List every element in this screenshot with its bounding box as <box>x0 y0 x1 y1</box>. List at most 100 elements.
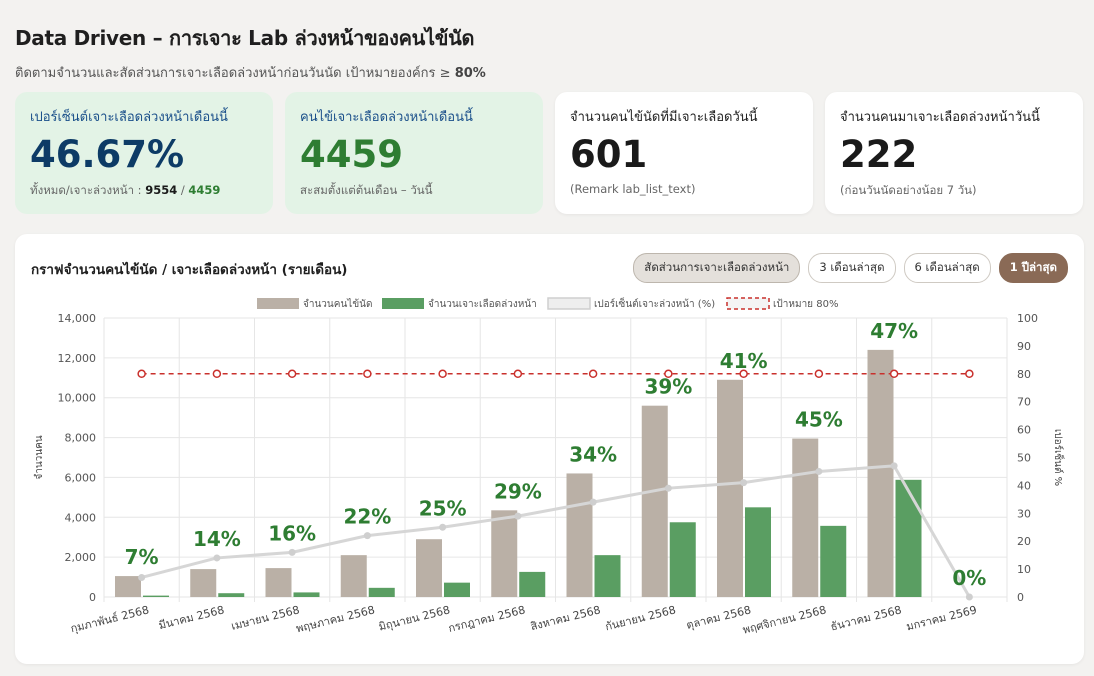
percent-point <box>138 573 146 581</box>
percent-point <box>740 479 748 487</box>
x-tick-label: มกราคม 2569 <box>905 603 978 633</box>
percent-point <box>589 498 597 506</box>
card-label: จำนวนคนไข้นัดที่มีเจาะเลือดวันนี้ <box>570 110 758 125</box>
bar-appointments <box>717 379 743 597</box>
target-point <box>664 369 673 379</box>
y-tick-label: 10,000 <box>58 392 97 405</box>
target-point <box>588 369 598 379</box>
x-tick-label: พฤษภาคม 2568 <box>295 603 376 635</box>
page-header: Data Driven – การเจาะ Lab ล่วงหน้าของคนไ… <box>15 22 486 83</box>
y2-tick-label: 0 <box>1017 591 1024 604</box>
percent-point <box>890 462 898 470</box>
page-title: Data Driven – การเจาะ Lab ล่วงหน้าของคนไ… <box>15 26 475 50</box>
percent-point <box>213 554 221 562</box>
y2-axis-title: เปอร์เซ็นต์ % <box>1052 429 1066 486</box>
bar-pre-draw <box>745 507 771 597</box>
target-point <box>137 369 146 379</box>
bar-appointments <box>115 576 141 597</box>
percent-point <box>815 467 823 475</box>
bar-pre-draw <box>519 571 546 597</box>
x-tick-label: มีนาคม 2568 <box>157 603 225 632</box>
card-value: 601 <box>570 133 648 176</box>
legend-label: จำนวนคนไข้นัด <box>303 298 372 310</box>
percent-data-label: 34% <box>569 442 617 466</box>
card-pre-today: จำนวนคนมาเจาะเลือดล่วงหน้าวันนี้ 222 (ก่… <box>825 92 1083 214</box>
bar-pre-draw <box>895 479 922 597</box>
bar-appointments <box>416 539 442 597</box>
bar-pre-draw <box>218 593 245 597</box>
card-label: คนไข้เจาะเลือดล่วงหน้าเดือนนี้ <box>300 110 473 125</box>
percent-point <box>288 548 296 556</box>
target-point <box>889 369 899 379</box>
bar-appointments <box>190 569 217 597</box>
y2-tick-label: 90 <box>1017 340 1031 353</box>
x-tick-label: เมษายน 2568 <box>230 603 301 633</box>
card-value: 4459 <box>300 133 403 176</box>
percent-data-label: 7% <box>125 545 159 569</box>
legend-label: จำนวนเจาะเลือดล่วงหน้า <box>428 298 537 310</box>
card-pre-percent: เปอร์เซ็นต์เจาะเลือดล่วงหน้าเดือนนี้ 46.… <box>15 92 273 214</box>
y-tick-label: 0 <box>89 591 96 604</box>
percent-data-label: 25% <box>419 496 467 520</box>
target-point <box>363 369 372 379</box>
card-appt-today: จำนวนคนไข้นัดที่มีเจาะเลือดวันนี้ 601 (R… <box>555 92 813 214</box>
y2-tick-label: 20 <box>1017 535 1031 548</box>
x-tick-label: กุมภาพันธ์ 2568 <box>69 603 150 635</box>
chart-panel: กราฟจำนวนคนไข้นัด / เจาะเลือดล่วงหน้า (ร… <box>15 234 1084 664</box>
y2-tick-label: 10 <box>1017 563 1031 576</box>
legend-swatch <box>547 297 591 310</box>
card-sub: (Remark lab_list_text) <box>570 181 696 196</box>
y2-tick-label: 100 <box>1017 312 1038 325</box>
percent-data-label: 41% <box>720 349 768 373</box>
percent-point <box>965 593 973 601</box>
combo-chart: 0 2,000 4,000 6,000 8,000 10,000 12,000 14,000 0… <box>34 296 1066 637</box>
bar-pre-draw <box>444 582 470 597</box>
y-axis-title: จำนวนคน <box>34 435 45 479</box>
range-1y-button[interactable]: 1 ปีล่าสุด <box>998 253 1068 283</box>
percent-point <box>439 523 447 531</box>
bar-pre-draw <box>143 595 169 597</box>
y2-tick-label: 80 <box>1017 368 1031 381</box>
x-tick-label: ธันวาคม 2568 <box>829 603 903 633</box>
bar-pre-draw <box>820 525 847 597</box>
target-point <box>212 369 222 379</box>
bar-appointments <box>566 473 593 597</box>
range-6m-button[interactable]: 6 เดือนล่าสุด <box>903 253 991 283</box>
y-tick-label: 4,000 <box>65 511 97 524</box>
bar-pre-draw <box>368 587 395 597</box>
bar-appointments <box>340 555 367 597</box>
card-sub: ทั้งหมด/เจาะล่วงหน้า : 9554 / 4459 <box>30 182 221 197</box>
percent-data-label: 16% <box>268 521 316 545</box>
ratio-button[interactable]: สัดส่วนการเจาะเลือดล่วงหน้า <box>633 253 801 283</box>
legend-swatch <box>257 298 299 309</box>
y-tick-label: 8,000 <box>65 432 97 445</box>
card-label: จำนวนคนมาเจาะเลือดล่วงหน้าวันนี้ <box>840 110 1040 125</box>
percent-data-label: 0% <box>952 566 986 590</box>
card-sub: (ก่อนวันนัดอย่างน้อย 7 วัน) <box>840 182 977 197</box>
bar-pre-draw <box>669 522 696 597</box>
card-value: 46.67% <box>30 133 185 176</box>
bar-pre-draw <box>594 555 621 597</box>
percent-line <box>141 464 971 598</box>
target-point <box>739 369 748 379</box>
bar-pre-draw <box>293 592 320 597</box>
legend-swatch <box>726 297 770 310</box>
card-label: เปอร์เซ็นต์เจาะเลือดล่วงหน้าเดือนนี้ <box>30 110 228 125</box>
percent-data-label: 45% <box>795 408 843 432</box>
card-value: 222 <box>840 133 918 176</box>
y2-tick-label: 30 <box>1017 507 1031 520</box>
target-point <box>965 369 974 379</box>
bar-appointments <box>792 438 819 597</box>
y-tick-label: 6,000 <box>65 471 97 484</box>
bar-appointments <box>265 568 292 597</box>
y-tick-label: 2,000 <box>65 551 97 564</box>
y-tick-label: 14,000 <box>58 312 97 325</box>
range-buttons: สัดส่วนการเจาะเลือดล่วงหน้า 3 เดือนล่าสุ… <box>633 253 1068 283</box>
x-tick-label: มิถุนายน 2568 <box>377 603 451 633</box>
x-tick-label: สิงหาคม 2568 <box>529 603 602 633</box>
legend-label: เปอร์เซ็นต์เจาะล่วงหน้า (%) <box>594 296 715 310</box>
percent-point <box>664 484 672 492</box>
range-3m-button[interactable]: 3 เดือนล่าสุด <box>808 253 896 283</box>
percent-data-label: 22% <box>343 505 391 529</box>
bar-appointments <box>491 510 518 597</box>
